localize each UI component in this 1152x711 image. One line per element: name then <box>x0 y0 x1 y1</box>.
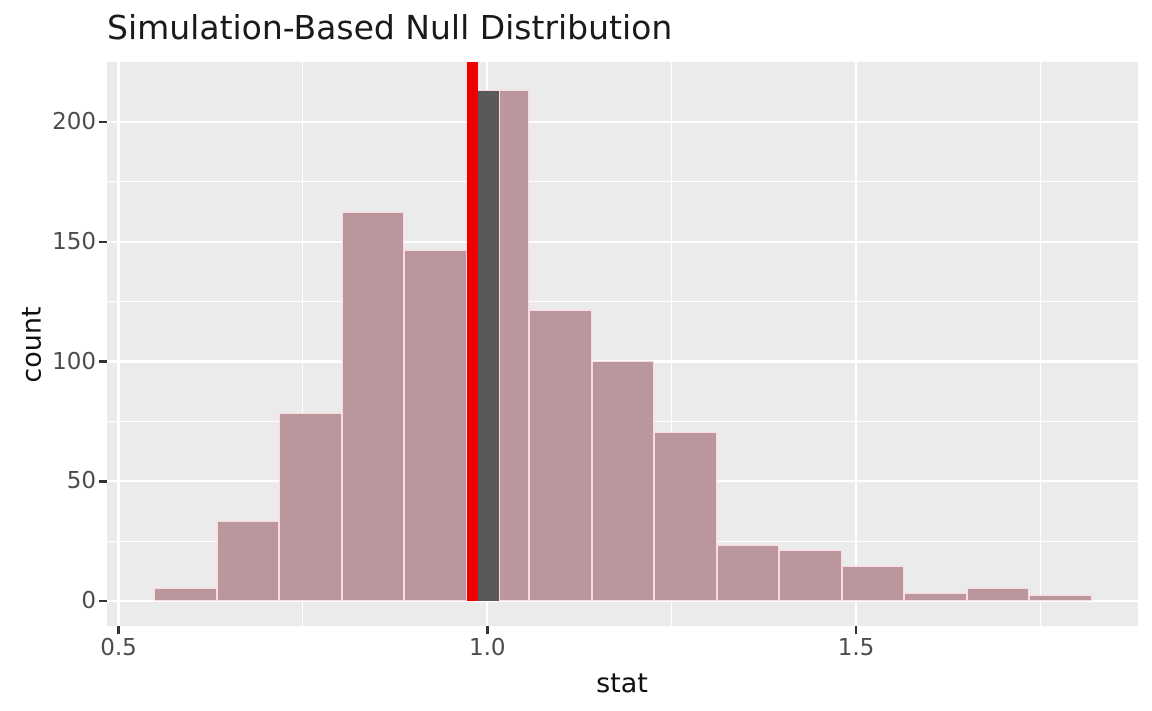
y-tick-label: 150 <box>52 228 96 255</box>
v-gridline <box>117 62 120 626</box>
y-tick-mark <box>99 480 107 483</box>
y-tick-mark <box>99 240 107 243</box>
histogram-bar <box>216 520 280 601</box>
v-gridline <box>1039 62 1041 626</box>
plot-title: Simulation-Based Null Distribution <box>107 8 673 47</box>
histogram-bar <box>904 592 967 601</box>
x-tick-mark <box>854 626 858 634</box>
y-tick-label: 0 <box>81 588 96 614</box>
x-tick-label: 1.5 <box>837 635 875 661</box>
histogram-bar <box>841 566 905 601</box>
histogram-bar <box>716 544 780 601</box>
histogram-bar <box>154 588 217 601</box>
y-tick-label: 100 <box>52 348 96 375</box>
plot-panel <box>107 62 1138 626</box>
histogram-bar <box>341 212 405 601</box>
v-gridline <box>671 62 673 626</box>
h-gridline <box>107 240 1138 243</box>
y-axis-title: count <box>16 306 48 383</box>
histogram-bar <box>966 588 1030 601</box>
x-axis-title: stat <box>596 668 648 699</box>
histogram-bar <box>1029 595 1092 601</box>
h-gridline <box>107 301 1138 303</box>
h-gridline <box>107 120 1138 124</box>
histogram-bar <box>404 250 467 601</box>
histogram-bar <box>591 360 655 601</box>
histogram-bar <box>654 432 717 601</box>
y-tick-mark <box>99 360 107 363</box>
x-tick-label: 1.0 <box>468 635 506 661</box>
y-tick-mark <box>99 120 107 124</box>
y-tick-label: 200 <box>52 109 96 135</box>
x-tick-mark <box>486 626 489 634</box>
v-gridline <box>302 62 304 626</box>
h-gridline <box>107 181 1138 183</box>
unshaded-dark-bar <box>477 90 500 601</box>
histogram-bar <box>779 549 842 601</box>
histogram-bar <box>529 310 592 601</box>
x-tick-label: 0.5 <box>100 635 137 661</box>
observed-stat-line <box>467 62 478 601</box>
v-gridline <box>854 62 858 626</box>
y-tick-mark <box>99 599 107 603</box>
x-tick-mark <box>117 626 120 634</box>
y-tick-label: 50 <box>66 468 96 495</box>
histogram-bar <box>279 413 342 601</box>
